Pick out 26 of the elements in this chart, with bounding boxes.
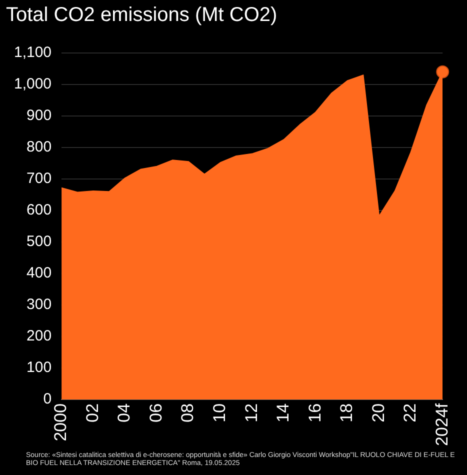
x-tick-label: 14 bbox=[274, 403, 293, 422]
y-tick-label: 1,000 bbox=[14, 76, 52, 93]
y-tick-label: 300 bbox=[26, 296, 52, 314]
x-tick-label: 10 bbox=[210, 403, 229, 422]
x-tick-label: 18 bbox=[337, 403, 356, 422]
y-tick-label: 1,100 bbox=[14, 44, 52, 62]
x-tick-label: 22 bbox=[400, 403, 420, 422]
x-tick-label: 2000 bbox=[51, 403, 70, 442]
x-tick-label: 04 bbox=[114, 403, 134, 422]
y-tick-label: 400 bbox=[26, 264, 52, 282]
y-tick-label: 800 bbox=[26, 138, 52, 156]
y-tick-label: 900 bbox=[26, 107, 52, 124]
y-tick-label: 500 bbox=[26, 233, 52, 250]
y-tick-label: 600 bbox=[26, 202, 52, 219]
y-tick-label: 0 bbox=[43, 390, 52, 408]
x-tick-label: 16 bbox=[305, 403, 324, 422]
x-tick-label: 06 bbox=[146, 403, 166, 422]
x-tick-label: 08 bbox=[178, 403, 198, 422]
y-tick-label: 200 bbox=[26, 328, 52, 345]
x-tick-label: 20 bbox=[368, 403, 388, 422]
y-tick-label: 700 bbox=[26, 170, 52, 188]
x-tick-label: 02 bbox=[82, 403, 102, 422]
y-tick-label: 100 bbox=[26, 359, 52, 376]
x-tick-label: 2024f bbox=[432, 403, 452, 446]
chart-title: Total CO2 emissions (Mt CO2) bbox=[6, 4, 278, 27]
x-tick-label: 12 bbox=[242, 403, 261, 422]
